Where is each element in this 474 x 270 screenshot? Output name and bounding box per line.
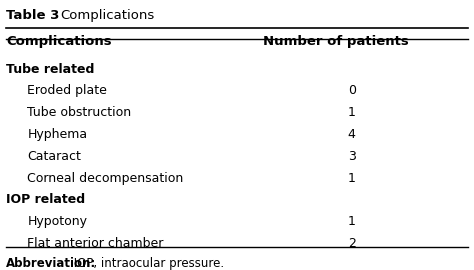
Text: 3: 3 [348, 150, 356, 163]
Text: Number of patients: Number of patients [263, 35, 409, 48]
Text: Abbreviation:: Abbreviation: [6, 256, 96, 270]
Text: Table 3: Table 3 [6, 9, 64, 22]
Text: 2: 2 [348, 237, 356, 250]
Text: Hypotony: Hypotony [27, 215, 87, 228]
Text: 1: 1 [348, 215, 356, 228]
Text: Corneal decompensation: Corneal decompensation [27, 172, 183, 185]
Text: Eroded plate: Eroded plate [27, 85, 107, 97]
Text: Flat anterior chamber: Flat anterior chamber [27, 237, 164, 250]
Text: 1: 1 [348, 172, 356, 185]
Text: 4: 4 [348, 128, 356, 141]
Text: IOP, intraocular pressure.: IOP, intraocular pressure. [70, 256, 224, 270]
Text: Complications: Complications [6, 35, 112, 48]
Text: Tube obstruction: Tube obstruction [27, 106, 131, 119]
Text: 0: 0 [348, 85, 356, 97]
Text: 1: 1 [348, 106, 356, 119]
Text: Tube related: Tube related [6, 63, 94, 76]
Text: Hyphema: Hyphema [27, 128, 87, 141]
Text: Cataract: Cataract [27, 150, 81, 163]
Text: IOP related: IOP related [6, 193, 85, 206]
Text: Complications: Complications [60, 9, 155, 22]
